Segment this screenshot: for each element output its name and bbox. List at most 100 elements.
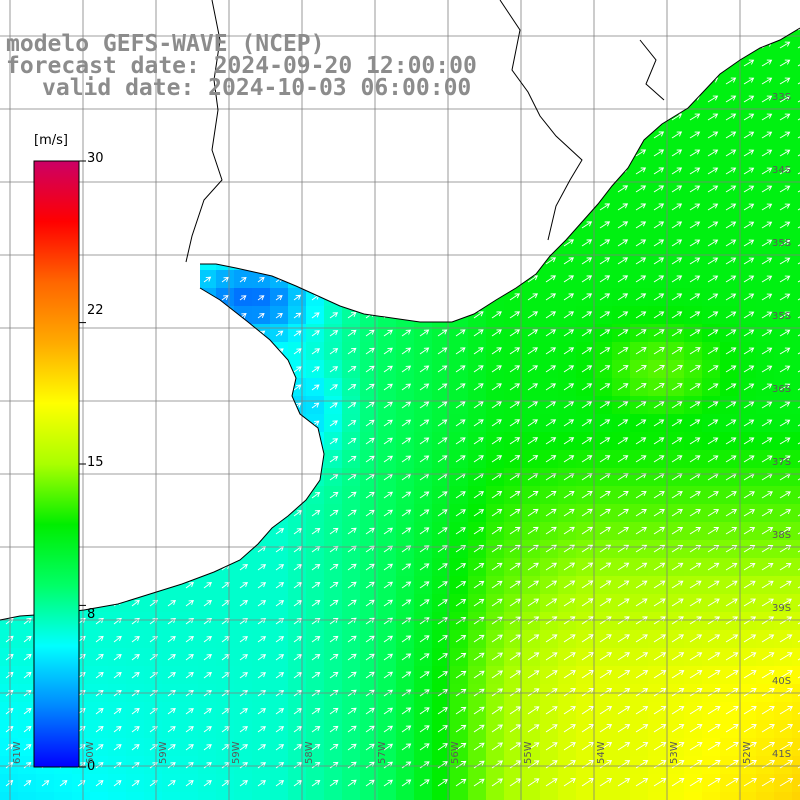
wind-arrow <box>635 365 647 373</box>
wind-arrow <box>671 365 683 373</box>
wind-cell <box>162 792 181 800</box>
wind-arrow <box>743 688 757 697</box>
lon-label: 56W <box>450 741 461 764</box>
wind-cell <box>720 594 739 613</box>
wind-cell <box>612 180 631 199</box>
wind-cell <box>702 252 721 271</box>
wind-arrow <box>725 742 739 751</box>
wind-arrow <box>509 508 521 517</box>
wind-arrow <box>419 563 430 571</box>
wind-cell <box>576 414 595 433</box>
wind-arrow <box>455 347 466 355</box>
wind-arrow <box>545 598 558 607</box>
wind-arrow <box>365 527 375 535</box>
wind-cell <box>486 450 505 469</box>
wind-cell <box>702 180 721 199</box>
wind-cell <box>792 648 800 667</box>
wind-arrow <box>599 491 611 499</box>
wind-cell <box>558 342 577 361</box>
wind-arrow <box>779 383 791 391</box>
wind-arrow <box>257 618 267 625</box>
wind-cell <box>558 486 577 505</box>
wind-arrow <box>545 365 556 373</box>
wind-cell <box>702 576 721 595</box>
wind-cell <box>666 342 685 361</box>
wind-arrow <box>635 760 649 769</box>
wind-arrow <box>779 419 791 427</box>
wind-arrow <box>653 293 665 301</box>
wind-arrow <box>59 780 68 787</box>
wind-cell <box>720 396 739 415</box>
wind-arrow <box>743 491 755 499</box>
wind-arrow <box>563 508 575 517</box>
wind-cell <box>576 378 595 397</box>
wind-arrow <box>275 672 285 679</box>
wind-cell <box>666 162 685 181</box>
wind-arrow <box>383 329 393 337</box>
wind-cell <box>612 738 631 757</box>
wind-cell <box>756 90 775 109</box>
wind-arrow <box>563 239 575 247</box>
wind-cell <box>576 504 595 523</box>
wind-cell <box>738 252 757 271</box>
wind-arrow <box>707 167 719 175</box>
wind-cell <box>738 180 757 199</box>
wind-cell <box>702 720 721 739</box>
wind-cell <box>702 504 721 523</box>
wind-arrow <box>761 95 773 103</box>
wind-cell <box>648 144 667 163</box>
wind-cell <box>504 360 523 379</box>
wind-arrow <box>671 239 683 247</box>
wind-cell <box>612 216 631 235</box>
wind-cell <box>648 702 667 721</box>
wind-arrow <box>563 688 576 697</box>
wind-cell <box>792 54 800 73</box>
wind-arrow <box>725 634 739 643</box>
wind-cell <box>612 702 631 721</box>
wind-arrow <box>725 329 737 337</box>
wind-cell <box>666 702 685 721</box>
wind-cell <box>792 162 800 181</box>
wind-arrow <box>509 329 520 337</box>
wind-arrow <box>257 726 266 733</box>
wind-cell <box>756 108 775 127</box>
wind-cell <box>684 486 703 505</box>
wind-cell <box>756 288 775 307</box>
wind-arrow <box>383 365 393 373</box>
wind-cell <box>630 162 649 181</box>
wind-arrow <box>653 185 665 193</box>
wind-cell <box>486 792 505 800</box>
wind-cell <box>702 396 721 415</box>
wind-arrow <box>167 635 176 643</box>
wind-arrow <box>437 563 448 571</box>
wind-cell <box>756 576 775 595</box>
wind-cell <box>774 396 793 415</box>
wind-arrow <box>131 635 140 643</box>
wind-arrow <box>347 527 357 535</box>
wind-arrow <box>563 275 575 283</box>
wind-arrow <box>725 527 738 535</box>
wind-arrow <box>779 455 791 463</box>
wind-arrow <box>779 257 791 265</box>
wind-cell <box>648 540 667 559</box>
wind-cell <box>684 180 703 199</box>
wind-arrow <box>365 329 375 337</box>
wind-arrow <box>293 671 303 679</box>
wind-arrow <box>779 670 793 679</box>
wind-cell <box>774 594 793 613</box>
wind-arrow <box>581 580 594 589</box>
wind-cell <box>594 270 613 289</box>
wind-cell <box>738 558 757 577</box>
wind-arrow <box>509 293 521 301</box>
wind-arrow <box>581 634 594 643</box>
wind-cell <box>522 288 541 307</box>
wind-arrow <box>761 347 773 355</box>
wind-cell <box>684 648 703 667</box>
wind-arrow <box>653 365 665 373</box>
wind-arrow <box>473 706 485 715</box>
wind-arrow <box>689 706 703 715</box>
wind-cell <box>90 792 109 800</box>
wind-cell <box>504 630 523 649</box>
wind-cell <box>558 720 577 739</box>
wind-cell <box>720 378 739 397</box>
